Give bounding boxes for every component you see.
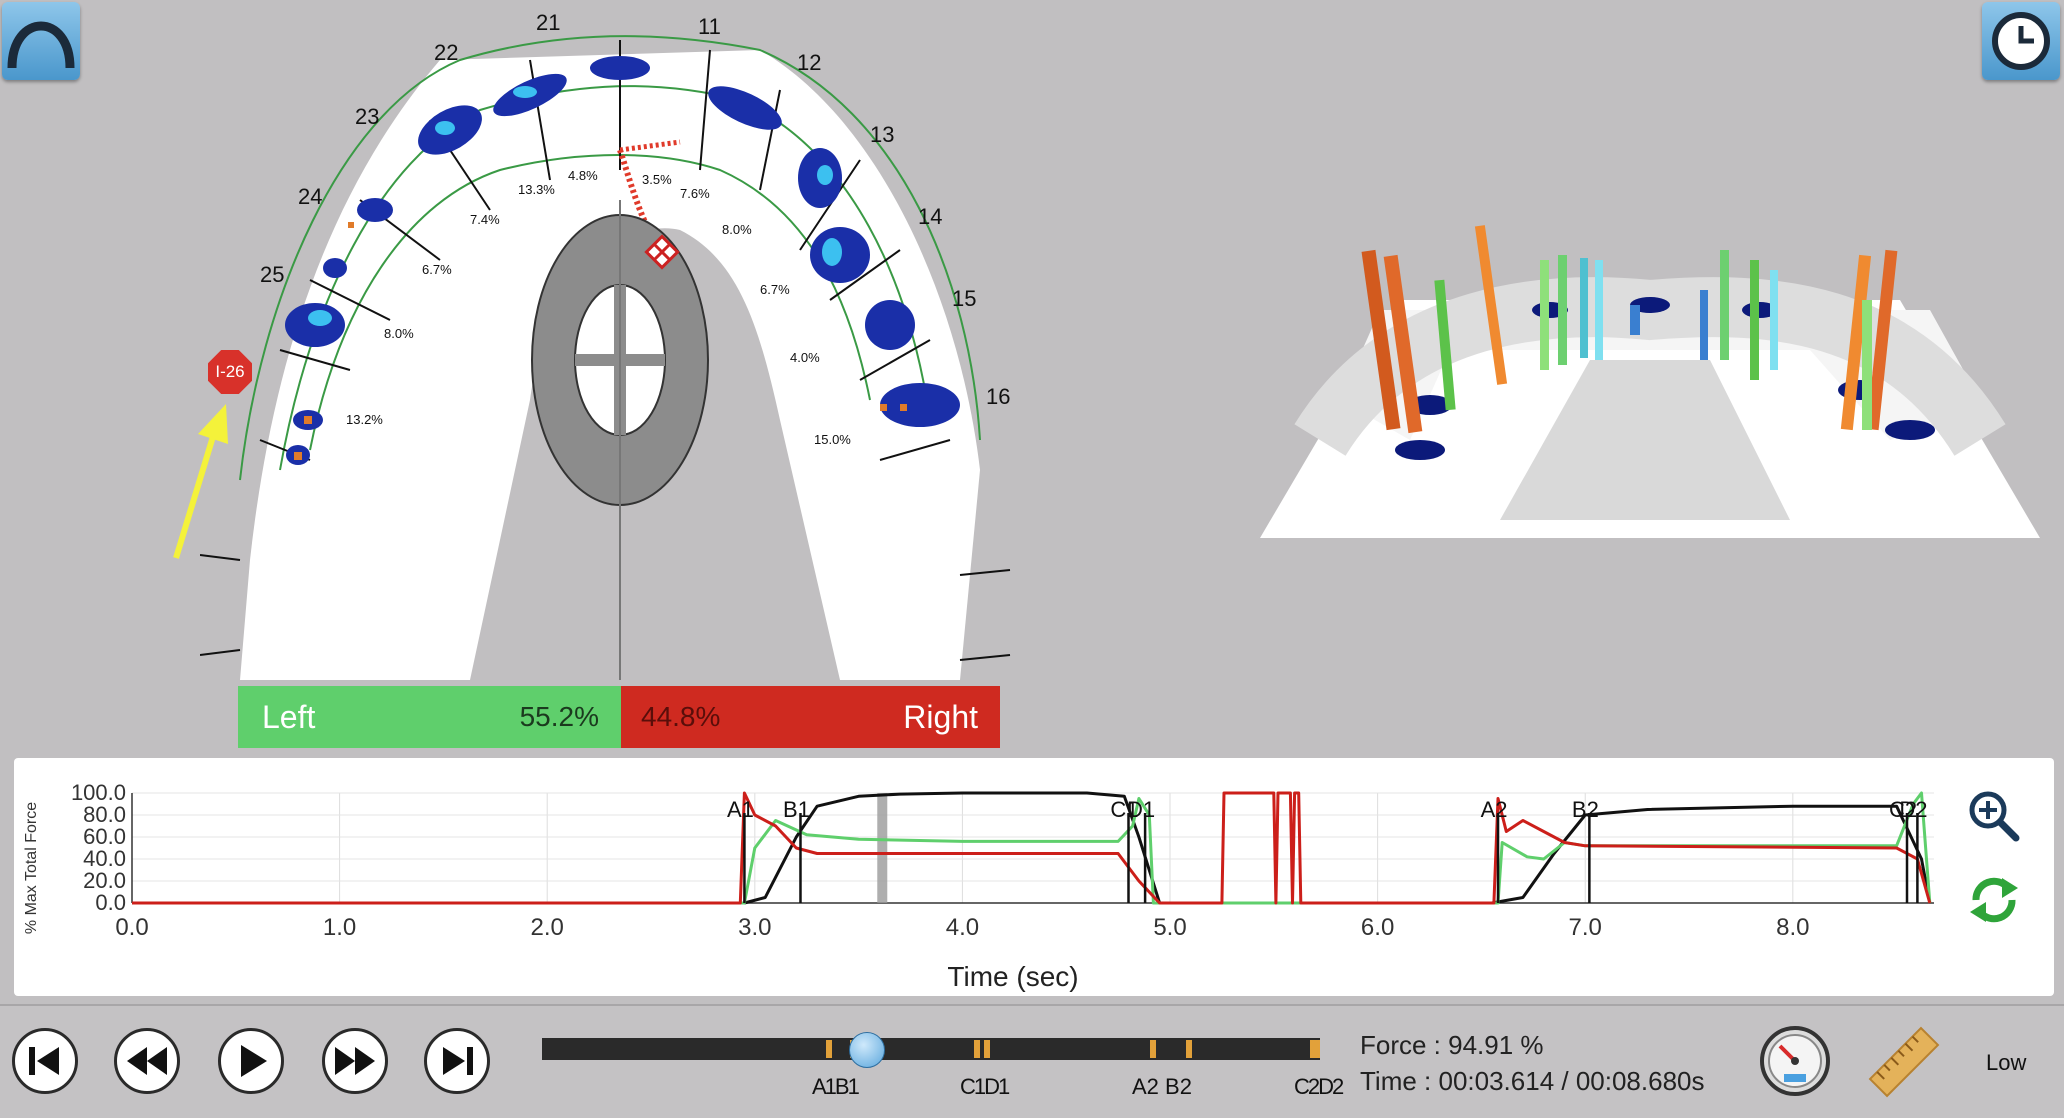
refresh-icon — [1970, 877, 2018, 923]
tooth-label-13: 13 — [870, 122, 895, 147]
pct-mid-left: 4.8% — [568, 168, 598, 183]
pct-left-4: 8.0% — [384, 326, 414, 341]
pct-right-6: 15.0% — [814, 432, 851, 447]
tooth-label-14: 14 — [918, 204, 943, 229]
right-force-percent: 44.8% — [641, 701, 721, 732]
skip-to-start-icon — [29, 1047, 59, 1075]
zoom-in-icon — [1969, 791, 2020, 842]
pct-right-4: 6.7% — [760, 282, 790, 297]
x-tick-label: 2.0 — [531, 914, 564, 941]
dental-arch-diagram — [200, 35, 1011, 680]
y-tick-label: 40.0 — [83, 846, 126, 871]
tooth-label-23: 23 — [355, 104, 380, 129]
tooth-label-22: 22 — [434, 40, 459, 65]
play-icon — [241, 1045, 267, 1077]
pct-right-1: 3.5% — [642, 172, 672, 187]
tooth-label-25: 25 — [260, 262, 285, 287]
missing-tooth-marker[interactable]: I-26 — [208, 350, 252, 394]
tooth-label-11: 11 — [698, 14, 721, 39]
left-force-percent: 55.2% — [519, 701, 599, 732]
series-line — [132, 791, 1932, 905]
event-marker-label: B2 — [1572, 797, 1599, 822]
left-force-section: Left 55.2% — [238, 686, 621, 748]
timeline-markers — [826, 1040, 1320, 1058]
y-tick-label: 20.0 — [83, 868, 126, 893]
skip-to-end-button[interactable] — [424, 1028, 490, 1094]
play-button[interactable] — [218, 1028, 284, 1094]
tooth-label-15: 15 — [952, 286, 977, 311]
time-readout: Time : 00:03.614 / 00:08.680s — [1360, 1066, 1705, 1096]
arch-view-button[interactable] — [2, 2, 80, 80]
sensitivity-label: Low — [1986, 1050, 2027, 1075]
event-marker-label: A1 — [727, 797, 754, 822]
rewind-icon — [127, 1047, 167, 1075]
x-tick-label: 5.0 — [1153, 914, 1186, 941]
speedometer-icon — [1760, 1026, 1830, 1096]
y-tick-label: 100.0 — [71, 780, 126, 805]
x-tick-label: 8.0 — [1776, 914, 1809, 941]
force-readout: Force : 94.91 % — [1360, 1030, 1544, 1060]
pct-right-5: 4.0% — [790, 350, 820, 365]
arch-icon — [7, 21, 75, 69]
event-marker-label: D1 — [1127, 797, 1155, 822]
fast-forward-icon — [335, 1047, 375, 1075]
event-marker-label: B1 — [783, 797, 810, 822]
zoom-in-button[interactable] — [1964, 786, 2024, 846]
timeline-marker-a1b1: A1B1 — [812, 1074, 860, 1099]
tooth-label-12: 12 — [797, 50, 822, 75]
y-axis-label: % Max Total Force — [23, 802, 40, 934]
y-tick-label: 0.0 — [95, 890, 126, 915]
tooth-label-16: 16 — [986, 384, 1011, 409]
x-tick-label: 6.0 — [1361, 914, 1394, 941]
series-line — [132, 791, 1932, 905]
right-force-section: 44.8% Right — [621, 686, 1000, 748]
refresh-button[interactable] — [1964, 870, 2024, 930]
time-cursor — [877, 793, 888, 903]
tooth-label-21: 21 — [536, 10, 561, 35]
timeline-marker-c1d1: C1D1 — [960, 1074, 1010, 1099]
force-balance-bar: Left 55.2% 44.8% Right — [238, 686, 1000, 748]
right-label: Right — [903, 698, 978, 735]
skip-to-end-icon — [443, 1047, 473, 1075]
y-tick-label: 60.0 — [83, 824, 126, 849]
tooth-label-24: 24 — [298, 184, 323, 209]
rewind-button[interactable] — [114, 1028, 180, 1094]
event-marker-label: C2 — [1889, 797, 1917, 822]
pct-left-5: 13.2% — [346, 412, 383, 427]
left-label: Left — [262, 698, 316, 735]
force-time-graph-panel: 0.0 1.0 2.0 3.0 4.0 5.0 6.0 7.0 8.0 100.0 80.0 60.0… — [14, 758, 2054, 996]
x-tick-label: 0.0 — [115, 914, 148, 941]
y-tick-label: 80.0 — [83, 802, 126, 827]
history-button[interactable] — [1982, 2, 2060, 80]
event-marker-label: A2 — [1481, 797, 1508, 822]
force-time-chart[interactable]: 0.0 1.0 2.0 3.0 4.0 5.0 6.0 7.0 8.0 100.080.060.0… — [14, 758, 1954, 996]
event-marker-label: C1 — [1110, 797, 1138, 822]
timeline-thumb[interactable] — [848, 1032, 885, 1068]
x-tick-label: 7.0 — [1569, 914, 1602, 941]
ruler-icon — [1868, 1026, 1940, 1098]
event-marker-label: D2 — [1899, 797, 1927, 822]
x-tick-label: 4.0 — [946, 914, 979, 941]
x-axis-label: Time (sec) — [947, 961, 1078, 992]
timeline-marker-a2b2: A2 B2 — [1132, 1074, 1192, 1099]
pct-right-2: 7.6% — [680, 186, 710, 201]
fast-forward-button[interactable] — [322, 1028, 388, 1094]
x-tick-label: 1.0 — [323, 914, 356, 941]
timeline-marker-c2d2: C2D2 — [1294, 1074, 1344, 1099]
clock-icon — [1992, 12, 2050, 70]
x-tick-label: 3.0 — [738, 914, 771, 941]
missing-tooth-label: I-26 — [215, 362, 245, 381]
annotation-arrow — [173, 404, 228, 559]
timeline-track[interactable] — [542, 1038, 1320, 1060]
ruler-button[interactable] — [1866, 1024, 1942, 1100]
pct-left-1: 13.3% — [518, 182, 555, 197]
pct-left-3: 6.7% — [422, 262, 452, 277]
pct-left-2: 7.4% — [470, 212, 500, 227]
sensitivity-gauge-button[interactable] — [1758, 1024, 1832, 1098]
skip-to-start-button[interactable] — [12, 1028, 78, 1094]
pct-right-3: 8.0% — [722, 222, 752, 237]
3d-force-view — [1260, 225, 2040, 538]
